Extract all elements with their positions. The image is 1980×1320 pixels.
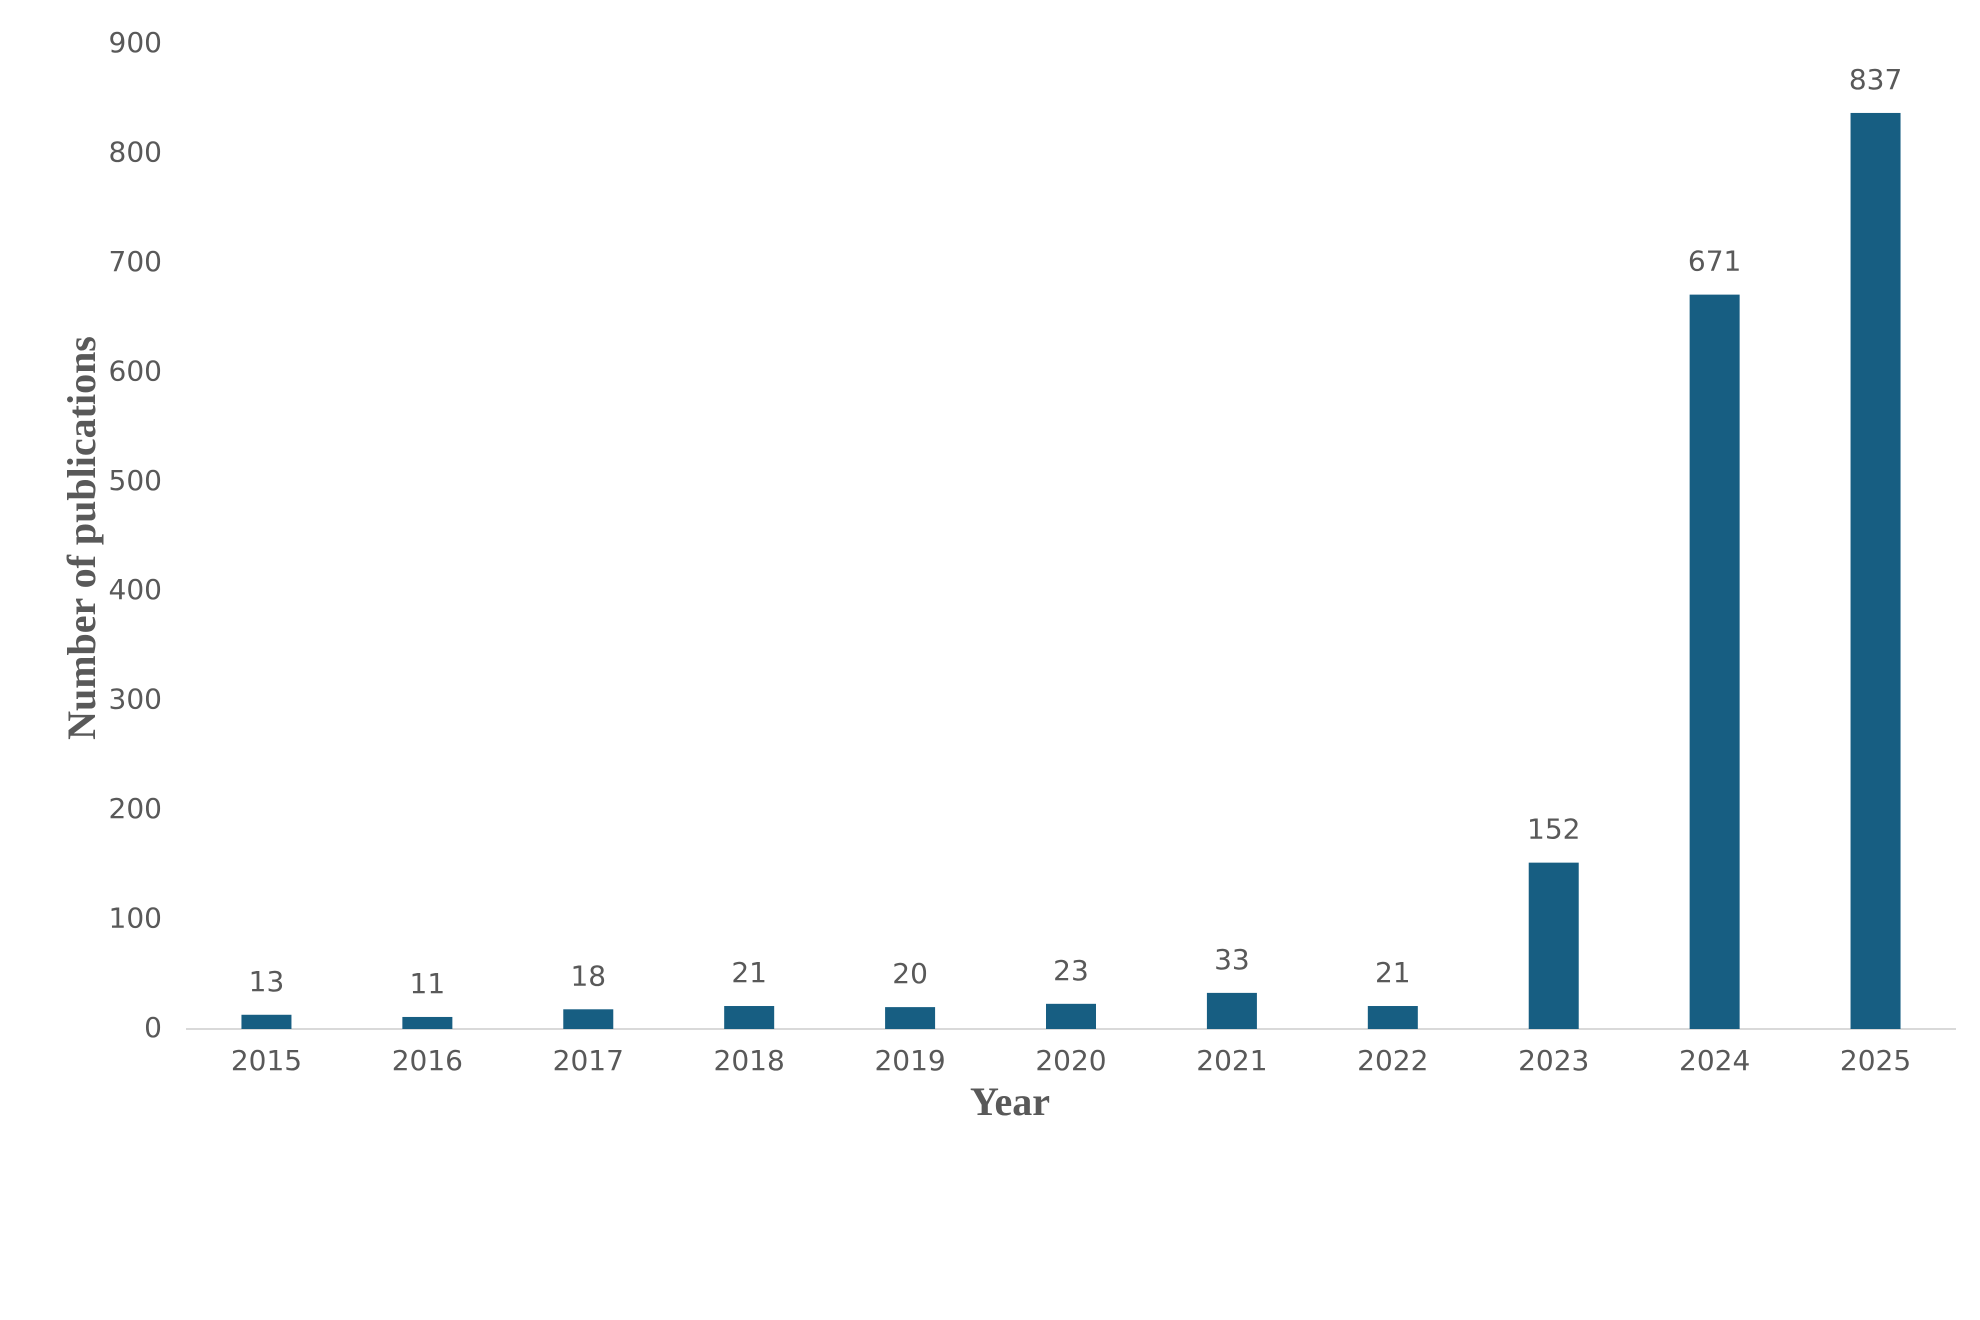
bar xyxy=(1206,992,1257,1029)
x-tick-label: 2018 xyxy=(714,1044,785,1077)
x-tick-label: 2022 xyxy=(1357,1044,1428,1077)
data-label: 23 xyxy=(1053,954,1089,987)
y-tick-label: 800 xyxy=(109,135,162,168)
data-label: 13 xyxy=(249,965,285,998)
y-tick-label: 0 xyxy=(144,1011,162,1044)
x-tick-label: 2016 xyxy=(392,1044,463,1077)
data-label: 21 xyxy=(1375,956,1411,989)
x-tick-label: 2019 xyxy=(874,1044,945,1077)
bar xyxy=(241,1014,292,1029)
bar xyxy=(402,1016,453,1029)
y-tick-label: 700 xyxy=(109,245,162,278)
x-tick-label: 2024 xyxy=(1679,1044,1750,1077)
y-tick-label: 100 xyxy=(109,902,162,935)
data-label: 11 xyxy=(410,967,446,1000)
bar xyxy=(885,1007,936,1029)
data-label: 152 xyxy=(1527,813,1580,846)
bar xyxy=(1046,1003,1096,1029)
data-label: 837 xyxy=(1849,63,1902,96)
y-tick-label: 200 xyxy=(109,792,162,825)
x-tick-label: 2025 xyxy=(1840,1044,1911,1077)
data-label: 18 xyxy=(570,959,606,992)
x-tick-label: 2021 xyxy=(1196,1044,1267,1077)
bar xyxy=(1850,112,1901,1029)
bar xyxy=(563,1009,614,1029)
x-tick-label: 2020 xyxy=(1035,1044,1106,1077)
y-tick-label: 900 xyxy=(109,26,162,59)
x-tick-label: 2015 xyxy=(231,1044,302,1077)
x-tick-label: 2017 xyxy=(553,1044,624,1077)
data-label: 33 xyxy=(1214,943,1250,976)
data-label: 20 xyxy=(892,957,928,990)
bar xyxy=(724,1006,775,1029)
data-label: 671 xyxy=(1688,245,1741,278)
x-axis-title: Year xyxy=(970,1079,1050,1124)
y-tick-label: 600 xyxy=(109,354,162,387)
bar xyxy=(1528,862,1579,1029)
x-tick-label: 2023 xyxy=(1518,1044,1589,1077)
bar xyxy=(1367,1006,1418,1029)
data-label: 21 xyxy=(731,956,767,989)
y-tick-label: 300 xyxy=(109,683,162,716)
bar xyxy=(1689,294,1740,1029)
y-tick-label: 400 xyxy=(109,573,162,606)
y-tick-label: 500 xyxy=(109,464,162,497)
y-axis-title: Number of publications xyxy=(59,336,104,740)
